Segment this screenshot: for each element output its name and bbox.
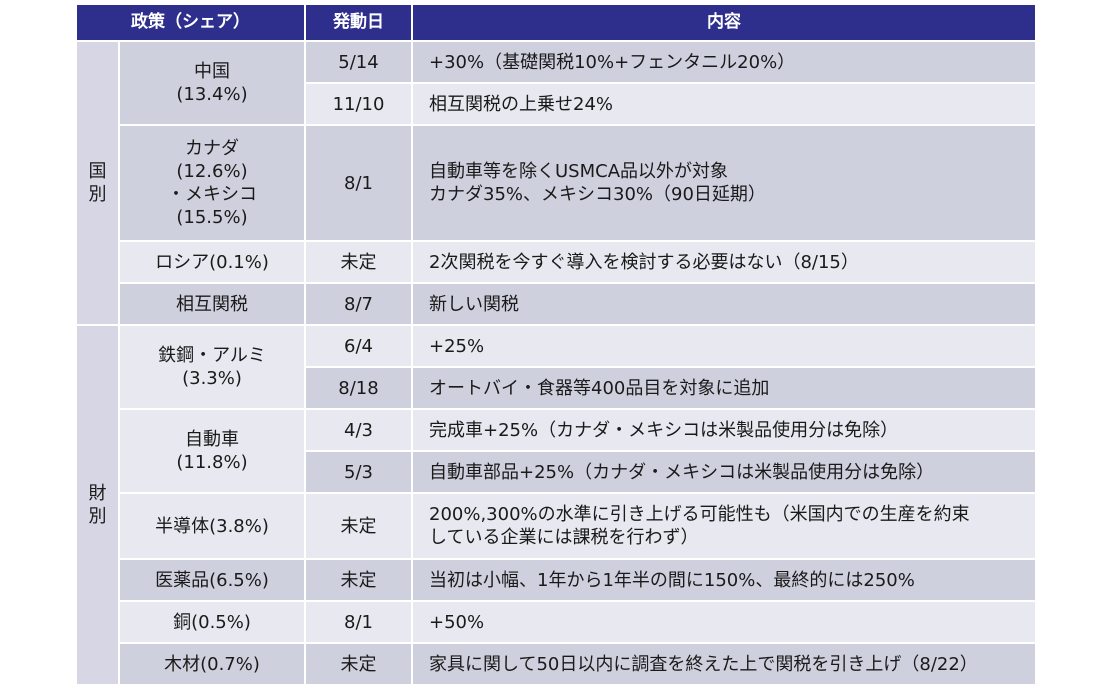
date-cell: 未定 xyxy=(306,494,413,560)
policy-share: (11.8%) xyxy=(176,452,248,473)
group-label-char: 国 xyxy=(88,161,107,182)
header-policy: 政策（シェア） xyxy=(77,5,306,42)
policy-name-line: 鉄鋼・アルミ xyxy=(158,345,266,366)
content-cell: 家具に関して50日以内に調査を終えた上で関税を引き上げ（8/22） xyxy=(413,644,1037,686)
content-cell: 当初は小幅、1年から1年半の間に150%、最終的には250% xyxy=(413,560,1037,602)
content-line: +30%（基礎関税10%+フェンタニル20%） xyxy=(429,51,796,73)
date-cell: 4/3 xyxy=(306,410,413,452)
table-row: 半導体(3.8%) 未定 200%,300%の水準に引き上げる可能性も（米国内で… xyxy=(77,494,1037,560)
table-row: 医薬品(6.5%) 未定 当初は小幅、1年から1年半の間に150%、最終的には2… xyxy=(77,560,1037,602)
content-line: 当初は小幅、1年から1年半の間に150%、最終的には250% xyxy=(429,569,915,591)
policy-name-line: ・メキシコ xyxy=(167,184,257,205)
date-cell: 8/7 xyxy=(306,284,413,326)
date-cell: 未定 xyxy=(306,644,413,686)
table-row: 8/18 オートバイ・食器等400品目を対象に追加 xyxy=(77,368,1037,410)
policy-name-line: 半導体(3.8%) xyxy=(155,515,269,537)
policy-name-line: 木材(0.7%) xyxy=(164,653,260,675)
content-line: している企業には課税を行わず） xyxy=(429,527,699,548)
policy-name-line: 中国 xyxy=(194,61,230,82)
table-row: 11/10 相互関税の上乗せ24% xyxy=(77,84,1037,126)
date-cell: 5/14 xyxy=(306,42,413,84)
content-line: 完成車+25%（カナダ・メキシコは米製品使用分は免除） xyxy=(429,419,899,441)
policy-name-line: 相互関税 xyxy=(176,293,248,315)
group-country: 国 別 xyxy=(77,42,120,326)
content-cell: 自動車等を除くUSMCA品以外が対象 カナダ35%、メキシコ30%（90日延期） xyxy=(413,126,1037,242)
content-cell: 完成車+25%（カナダ・メキシコは米製品使用分は免除） xyxy=(413,410,1037,452)
content-cell: +25% xyxy=(413,326,1037,368)
date-cell: 未定 xyxy=(306,560,413,602)
policy-name-reciprocal: 相互関税 xyxy=(120,284,306,326)
content-line: 200%,300%の水準に引き上げる可能性も（米国内での生産を約束 xyxy=(429,504,970,525)
date-cell: 8/1 xyxy=(306,602,413,644)
policy-name-china: 中国 (13.4%) xyxy=(120,42,306,126)
policy-share: (12.6%) xyxy=(176,161,248,182)
date-cell: 5/3 xyxy=(306,452,413,494)
tariff-policy-table: 政策（シェア） 発動日 内容 国 別 中国 (13.4%) 5/14 +30%（… xyxy=(77,5,1037,686)
table-row: カナダ (12.6%) ・メキシコ (15.5%) 8/1 自動車等を除くUSM… xyxy=(77,126,1037,242)
policy-name-steel-aluminum: 鉄鋼・アルミ (3.3%) xyxy=(120,326,306,410)
date-cell: 8/1 xyxy=(306,126,413,242)
content-cell: 200%,300%の水準に引き上げる可能性も（米国内での生産を約束 している企業… xyxy=(413,494,1037,560)
policy-share: (3.3%) xyxy=(182,368,242,389)
table-row: 自動車 (11.8%) 4/3 完成車+25%（カナダ・メキシコは米製品使用分は… xyxy=(77,410,1037,494)
policy-name-line: 医薬品(6.5%) xyxy=(155,569,269,591)
table-row: 5/3 自動車部品+25%（カナダ・メキシコは米製品使用分は免除） xyxy=(77,452,1037,494)
content-line: +50% xyxy=(429,611,485,633)
policy-name-semiconductor: 半導体(3.8%) xyxy=(120,494,306,560)
content-line: 家具に関して50日以内に調査を終えた上で関税を引き上げ（8/22） xyxy=(429,653,978,675)
policy-name-automobile: 自動車 (11.8%) xyxy=(120,410,306,494)
content-cell: 自動車部品+25%（カナダ・メキシコは米製品使用分は免除） xyxy=(413,452,1037,494)
content-line: +25% xyxy=(429,335,485,357)
header-date: 発動日 xyxy=(306,5,413,42)
group-label-char: 財 xyxy=(88,483,107,504)
content-line: 新しい関税 xyxy=(429,293,519,315)
content-line: 自動車等を除くUSMCA品以外が対象 xyxy=(429,161,729,182)
policy-name-line: ロシア(0.1%) xyxy=(155,251,269,273)
header-content: 内容 xyxy=(413,5,1037,42)
policy-name-line: 自動車 xyxy=(185,429,239,450)
content-cell: オートバイ・食器等400品目を対象に追加 xyxy=(413,368,1037,410)
content-cell: +50% xyxy=(413,602,1037,644)
date-cell: 11/10 xyxy=(306,84,413,126)
policy-name-line: カナダ xyxy=(185,138,239,159)
content-line: 2次関税を今すぐ導入を検討する必要はない（8/15） xyxy=(429,251,859,273)
policy-share: (13.4%) xyxy=(176,84,248,105)
header-row: 政策（シェア） 発動日 内容 xyxy=(77,5,1037,42)
table-row: 木材(0.7%) 未定 家具に関して50日以内に調査を終えた上で関税を引き上げ（… xyxy=(77,644,1037,686)
group-label-char: 別 xyxy=(88,506,107,527)
date-cell: 8/18 xyxy=(306,368,413,410)
table-row: 国 別 中国 (13.4%) 5/14 +30%（基礎関税10%+フェンタニル2… xyxy=(77,42,1037,326)
date-cell: 未定 xyxy=(306,242,413,284)
policy-name-line: 銅(0.5%) xyxy=(173,611,251,633)
content-cell: 相互関税の上乗せ24% xyxy=(413,84,1037,126)
content-line: 自動車部品+25%（カナダ・メキシコは米製品使用分は免除） xyxy=(429,461,935,483)
content-cell: +30%（基礎関税10%+フェンタニル20%） xyxy=(413,42,1037,84)
content-line: オートバイ・食器等400品目を対象に追加 xyxy=(429,377,770,399)
content-cell: 2次関税を今すぐ導入を検討する必要はない（8/15） xyxy=(413,242,1037,284)
content-line: 相互関税の上乗せ24% xyxy=(429,93,614,115)
group-goods: 財 別 xyxy=(77,326,120,686)
policy-name-canada-mexico: カナダ (12.6%) ・メキシコ (15.5%) xyxy=(120,126,306,242)
date-cell: 6/4 xyxy=(306,326,413,368)
policy-name-lumber: 木材(0.7%) xyxy=(120,644,306,686)
policy-name-copper: 銅(0.5%) xyxy=(120,602,306,644)
table-row: 相互関税 8/7 新しい関税 xyxy=(77,284,1037,326)
table-row: ロシア(0.1%) 未定 2次関税を今すぐ導入を検討する必要はない（8/15） xyxy=(77,242,1037,284)
group-label-char: 別 xyxy=(88,184,107,205)
content-line: カナダ35%、メキシコ30%（90日延期） xyxy=(429,184,766,205)
table-row: 銅(0.5%) 8/1 +50% xyxy=(77,602,1037,644)
content-cell: 新しい関税 xyxy=(413,284,1037,326)
table-row: 財 別 鉄鋼・アルミ (3.3%) 6/4 +25% xyxy=(77,326,1037,686)
policy-name-pharmaceutical: 医薬品(6.5%) xyxy=(120,560,306,602)
policy-share: (15.5%) xyxy=(176,207,248,228)
policy-name-russia: ロシア(0.1%) xyxy=(120,242,306,284)
